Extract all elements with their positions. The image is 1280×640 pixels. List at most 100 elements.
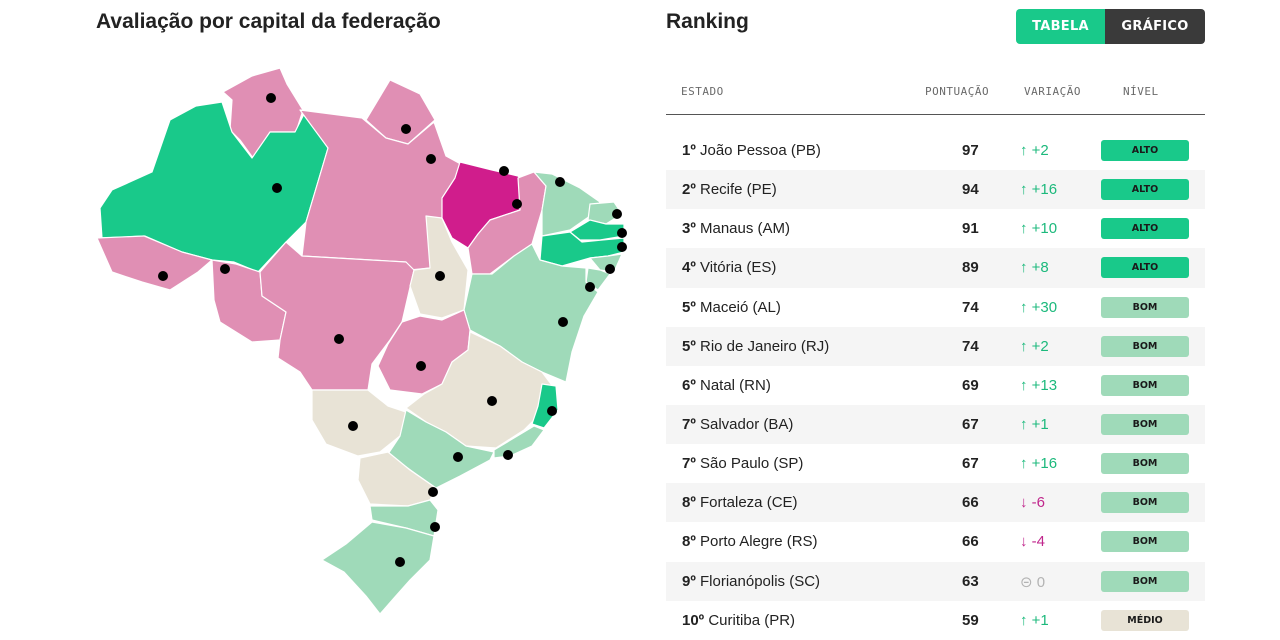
- table-row[interactable]: 7º São Paulo (SP) 67 ↑ +16 BOM: [666, 444, 1205, 483]
- arrow-up-icon: ↑: [1020, 259, 1028, 277]
- capital-dot[interactable]: [558, 317, 568, 327]
- variation-value: +10: [1031, 220, 1058, 238]
- capital-dot[interactable]: [499, 166, 509, 176]
- state-cell: 7º São Paulo (SP): [682, 455, 803, 472]
- capital-dot[interactable]: [555, 177, 565, 187]
- table-row[interactable]: 3º Manaus (AM) 91 ↑ +10 ALTO: [666, 209, 1205, 248]
- arrow-down-icon: ↓: [1020, 494, 1028, 512]
- arrow-up-icon: ↑: [1020, 376, 1028, 394]
- state-sp[interactable]: [387, 409, 495, 489]
- table-row[interactable]: 8º Fortaleza (CE) 66 ↓ -6 BOM: [666, 483, 1205, 523]
- table-row[interactable]: 4º Vitória (ES) 89 ↑ +8 ALTO: [666, 248, 1205, 288]
- capital-dot[interactable]: [617, 228, 627, 238]
- level-badge: ALTO: [1101, 257, 1189, 279]
- state-ms[interactable]: [311, 389, 407, 457]
- state-ac[interactable]: [96, 235, 213, 291]
- rank-label: 7º: [682, 455, 696, 473]
- state-rj[interactable]: [493, 425, 545, 459]
- score-value: 94: [962, 181, 979, 199]
- state-cell: 8º Fortaleza (CE): [682, 494, 798, 511]
- neutral-circle-icon: ⊝: [1020, 573, 1033, 591]
- arrow-up-icon: ↑: [1020, 298, 1028, 316]
- column-header-score[interactable]: PONTUAÇÃO: [925, 85, 990, 98]
- capital-name: Porto Alegre (RS): [700, 533, 818, 551]
- level-badge: BOM: [1101, 570, 1189, 592]
- state-rs[interactable]: [321, 521, 435, 615]
- arrow-up-icon: ↑: [1020, 455, 1028, 473]
- variation-value: +1: [1031, 611, 1049, 629]
- capital-name: Rio de Janeiro (RJ): [700, 337, 830, 355]
- table-row[interactable]: 1º João Pessoa (PB) 97 ↑ +2 ALTO: [666, 131, 1205, 170]
- state-mt[interactable]: [259, 241, 415, 391]
- state-cell: 9º Florianópolis (SC): [682, 573, 820, 590]
- capital-dot[interactable]: [605, 264, 615, 274]
- table-row[interactable]: 2º Recife (PE) 94 ↑ +16 ALTO: [666, 170, 1205, 210]
- capital-dot[interactable]: [430, 522, 440, 532]
- level-badge: ALTO: [1101, 179, 1189, 201]
- arrow-up-icon: ↑: [1020, 611, 1028, 629]
- ranking-table: ESTADO PONTUAÇÃO VARIAÇÃO NÍVEL 1º João …: [666, 76, 1205, 640]
- capital-dot[interactable]: [453, 452, 463, 462]
- variation-value: +30: [1031, 298, 1058, 316]
- capital-dot[interactable]: [334, 334, 344, 344]
- state-cell: 2º Recife (PE): [682, 181, 777, 198]
- capital-name: Maceió (AL): [700, 298, 781, 316]
- capital-name: Salvador (BA): [700, 415, 794, 433]
- chart-view-button[interactable]: GRÁFICO: [1105, 9, 1205, 44]
- capital-dot[interactable]: [512, 199, 522, 209]
- state-to[interactable]: [409, 215, 469, 319]
- capital-dot[interactable]: [617, 242, 627, 252]
- state-ce[interactable]: [533, 171, 601, 237]
- column-header-state[interactable]: ESTADO: [681, 85, 724, 98]
- capital-dot[interactable]: [158, 271, 168, 281]
- capital-dot[interactable]: [435, 271, 445, 281]
- capital-dot[interactable]: [395, 557, 405, 567]
- level-badge: BOM: [1101, 413, 1189, 435]
- state-es[interactable]: [531, 383, 559, 429]
- level-badge: BOM: [1101, 296, 1189, 318]
- table-row[interactable]: 9º Florianópolis (SC) 63 ⊝ 0 BOM: [666, 561, 1205, 601]
- variation-cell: ↑ +1: [1020, 416, 1049, 433]
- rank-label: 1º: [682, 142, 696, 159]
- score-value: 97: [962, 142, 979, 159]
- table-row[interactable]: 5º Maceió (AL) 74 ↑ +30 BOM: [666, 288, 1205, 327]
- table-row[interactable]: 8º Porto Alegre (RS) 66 ↓ -4 BOM: [666, 522, 1205, 561]
- capital-dot[interactable]: [416, 361, 426, 371]
- level-badge: BOM: [1101, 492, 1189, 514]
- capital-dot[interactable]: [428, 487, 438, 497]
- variation-cell: ↑ +16: [1020, 181, 1057, 198]
- capital-dot[interactable]: [547, 406, 557, 416]
- level-badge: BOM: [1101, 335, 1189, 357]
- table-view-button[interactable]: TABELA: [1016, 9, 1105, 44]
- capital-dot[interactable]: [612, 209, 622, 219]
- state-cell: 8º Porto Alegre (RS): [682, 533, 818, 550]
- column-header-variation[interactable]: VARIAÇÃO: [1024, 85, 1081, 98]
- capital-name: Curitiba (PR): [708, 611, 796, 629]
- variation-value: 0: [1036, 573, 1046, 591]
- capital-dot[interactable]: [585, 282, 595, 292]
- table-row[interactable]: 7º Salvador (BA) 67 ↑ +1 BOM: [666, 404, 1205, 445]
- rank-label: 10º: [682, 611, 705, 629]
- table-row[interactable]: 10º Curitiba (PR) 59 ↑ +1 MÉDIO: [666, 601, 1205, 640]
- rank-label: 5º: [682, 298, 696, 316]
- table-row[interactable]: 5º Rio de Janeiro (RJ) 74 ↑ +2 BOM: [666, 326, 1205, 366]
- variation-cell: ↑ +30: [1020, 299, 1057, 316]
- column-header-level[interactable]: NÍVEL: [1123, 85, 1159, 98]
- score-value: 63: [962, 572, 979, 590]
- capital-dot[interactable]: [426, 154, 436, 164]
- capital-dot[interactable]: [348, 421, 358, 431]
- variation-cell: ↓ -4: [1020, 533, 1045, 550]
- brazil-map: [96, 67, 627, 615]
- rank-label: 3º: [682, 220, 696, 238]
- capital-dot[interactable]: [220, 264, 230, 274]
- capital-dot[interactable]: [266, 93, 276, 103]
- capital-dot[interactable]: [401, 124, 411, 134]
- capital-dot[interactable]: [272, 183, 282, 193]
- capital-dot[interactable]: [487, 396, 497, 406]
- table-row[interactable]: 6º Natal (RN) 69 ↑ +13 BOM: [666, 366, 1205, 405]
- state-rn[interactable]: [587, 201, 623, 225]
- variation-cell: ↓ -6: [1020, 494, 1045, 511]
- state-cell: 5º Maceió (AL): [682, 299, 781, 316]
- rank-label: 5º: [682, 337, 696, 355]
- capital-dot[interactable]: [503, 450, 513, 460]
